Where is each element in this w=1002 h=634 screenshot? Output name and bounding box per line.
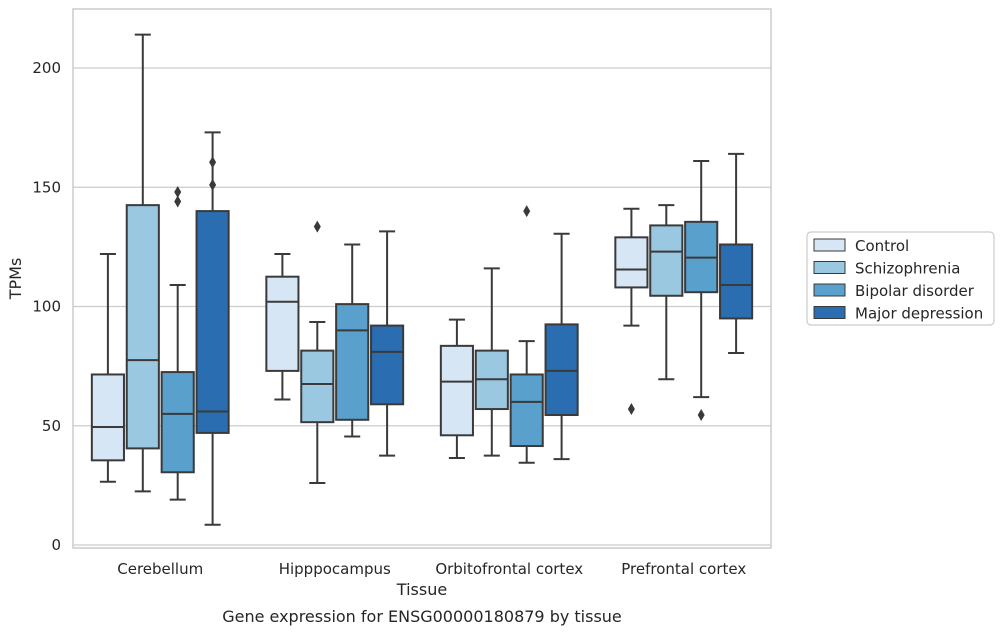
box-control: [614, 207, 649, 416]
outlier-marker: [523, 205, 531, 218]
box-iqr: [125, 204, 160, 450]
box-control: [439, 318, 474, 459]
box-bipolar-disorder: [160, 186, 195, 501]
outlier-marker: [174, 186, 182, 199]
box-iqr: [719, 243, 754, 320]
x-tick-label: Orbitofrontal cortex: [435, 560, 583, 578]
legend-swatch: [813, 283, 846, 297]
box-iqr: [509, 373, 544, 448]
box-bipolar-disorder: [684, 160, 719, 422]
x-tick-label: Prefrontal cortex: [621, 560, 746, 578]
plot-frame: [72, 8, 772, 549]
legend: Control Schizophrenia Bipolar disorder Majo…: [806, 231, 995, 326]
box-iqr: [614, 236, 649, 289]
box-major-depression: [195, 131, 230, 526]
outlier-marker: [209, 178, 217, 191]
y-tick-label: 100: [32, 298, 61, 316]
box-iqr: [439, 344, 474, 437]
box-control: [90, 253, 125, 483]
chart-caption: Gene expression for ENSG00000180879 by t…: [222, 607, 622, 626]
y-tick-label: 0: [51, 536, 61, 554]
outlier-marker: [697, 409, 705, 422]
y-axis-label: TPMs: [6, 258, 25, 301]
box-bipolar-disorder: [335, 243, 370, 438]
outlier-marker: [313, 220, 321, 233]
legend-swatch: [813, 238, 846, 252]
legend-label: Schizophrenia: [855, 260, 960, 278]
box-control: [265, 253, 300, 401]
boxplot-series: [90, 33, 754, 526]
box-iqr: [265, 275, 300, 372]
y-tick-label: 50: [42, 417, 61, 435]
legend-frame: [806, 231, 995, 326]
outlier-marker: [209, 156, 217, 169]
legend-swatch: [813, 261, 846, 274]
box-bipolar-disorder: [509, 205, 544, 464]
box-iqr: [90, 373, 125, 462]
legend-swatch: [813, 306, 846, 319]
box-iqr: [544, 323, 579, 417]
box-major-depression: [719, 152, 754, 355]
outlier-marker: [174, 195, 182, 208]
box-schizophrenia: [300, 220, 335, 484]
x-tick-label: Hipppocampus: [279, 560, 391, 578]
box-major-depression: [370, 230, 405, 457]
y-axis-ticks: 0 50 100 150 200: [32, 59, 61, 554]
y-tick-label: 150: [32, 178, 61, 196]
box-iqr: [649, 224, 684, 297]
box-iqr: [300, 349, 335, 424]
box-schizophrenia: [649, 204, 684, 381]
x-axis-label: Tissue: [396, 580, 447, 599]
outlier-marker: [627, 403, 635, 416]
legend-label: Bipolar disorder: [855, 282, 975, 300]
y-tick-label: 200: [32, 59, 61, 77]
legend-label: Major depression: [855, 305, 983, 323]
box-major-depression: [544, 232, 579, 461]
box-iqr: [335, 303, 370, 421]
x-axis-ticks: Cerebellum Hipppocampus Orbitofrontal cort…: [117, 560, 746, 578]
legend-label: Control: [855, 237, 909, 255]
box-iqr: [160, 371, 195, 474]
box-iqr: [370, 324, 405, 406]
box-iqr: [195, 210, 230, 434]
box-schizophrenia: [125, 33, 160, 493]
x-tick-label: Cerebellum: [117, 560, 203, 578]
box-schizophrenia: [474, 267, 509, 457]
